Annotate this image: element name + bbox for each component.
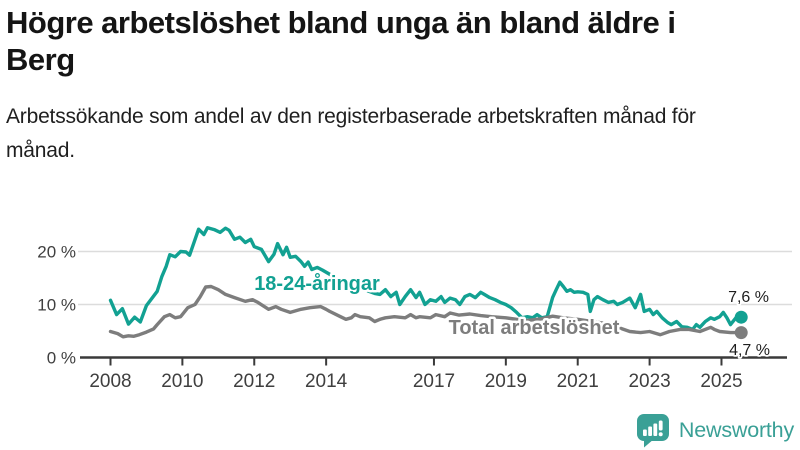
y-tick-label: 20 % <box>37 243 76 262</box>
chart-header: Högre arbetslöshet bland unga än bland ä… <box>6 4 736 168</box>
series-end-dot-0 <box>734 310 748 324</box>
series-end-value-0: 7,6 % <box>728 289 769 306</box>
x-tick-label: 2021 <box>557 371 599 392</box>
x-tick-label: 2025 <box>700 371 742 392</box>
x-tick-label: 2017 <box>413 371 455 392</box>
newsworthy-logo[interactable]: Newsworthy <box>636 413 794 448</box>
newsworthy-chart-bubble-icon <box>636 414 669 448</box>
newsworthy-logo-text: Newsworthy <box>678 418 794 442</box>
series-label-1: Total arbetslöshet <box>449 317 620 339</box>
x-tick-label: 2008 <box>89 371 131 392</box>
series-end-value-1: 4,7 % <box>729 342 770 359</box>
x-tick-label: 2010 <box>161 371 203 392</box>
y-tick-label: 0 % <box>47 349 76 368</box>
series-label-0: 18-24-åringar <box>254 272 380 295</box>
x-tick-label: 2012 <box>233 371 275 392</box>
x-tick-label: 2023 <box>628 371 670 392</box>
x-tick-label: 2014 <box>305 371 348 392</box>
y-tick-label: 10 % <box>37 296 76 315</box>
series-line-1 <box>108 284 743 339</box>
series-line-0 <box>108 225 743 332</box>
page-subtitle: Arbetssökande som andel av den registerb… <box>6 105 696 162</box>
series-end-dot-1 <box>734 326 748 340</box>
x-tick-label: 2019 <box>485 371 527 392</box>
page-title: Högre arbetslöshet bland unga än bland ä… <box>6 5 676 78</box>
